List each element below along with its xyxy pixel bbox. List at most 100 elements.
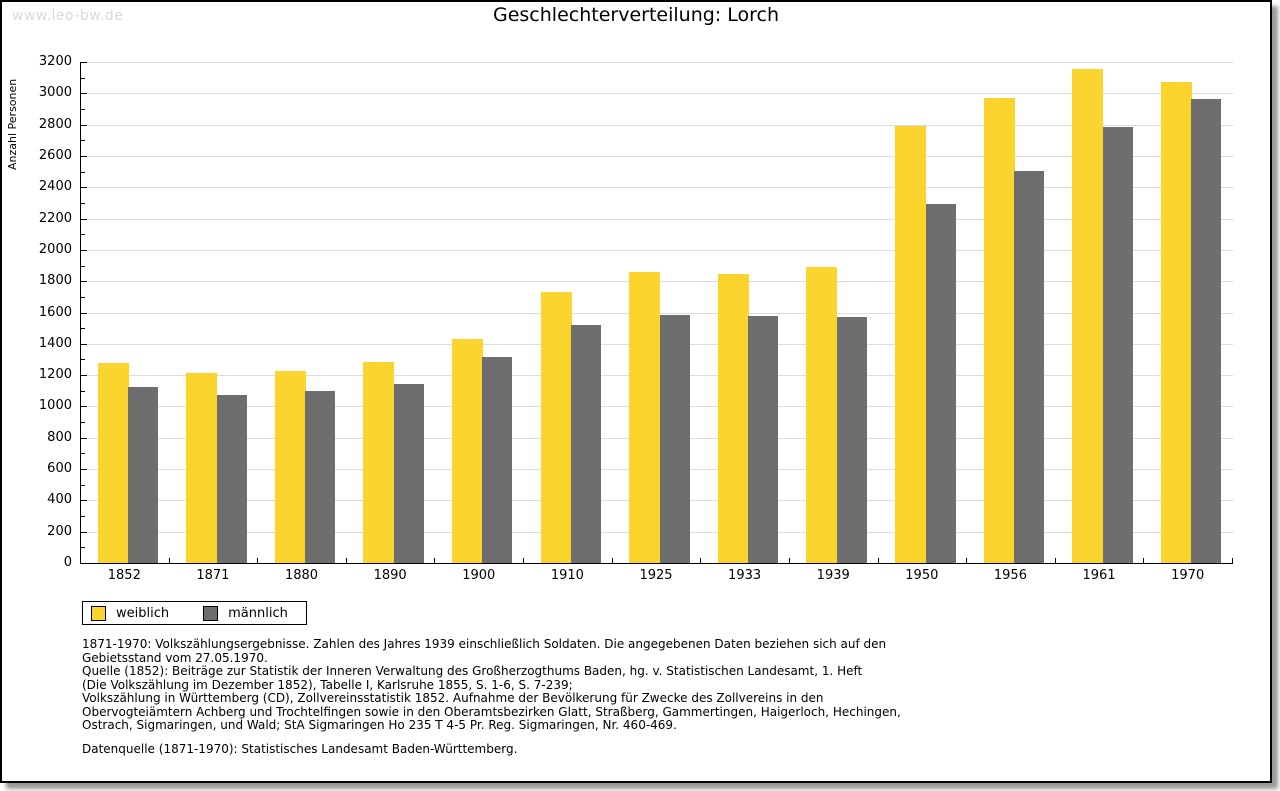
x-tick-label: 1950 bbox=[905, 568, 939, 583]
legend-swatch-maennlich bbox=[203, 605, 219, 621]
bar-männlich-1900 bbox=[482, 357, 512, 563]
y-tick bbox=[81, 469, 87, 470]
y-tick-label: 200 bbox=[47, 524, 72, 539]
bar-männlich-1970 bbox=[1191, 99, 1221, 563]
bar-weiblich-1880 bbox=[275, 371, 306, 563]
bar-weiblich-1925 bbox=[629, 272, 660, 563]
legend-label-maennlich: männlich bbox=[228, 605, 288, 621]
y-minor-tick bbox=[81, 266, 85, 267]
gridline bbox=[81, 219, 1233, 220]
y-tick bbox=[81, 93, 87, 94]
gridline bbox=[81, 156, 1233, 157]
x-tick-label: 1890 bbox=[373, 568, 407, 583]
x-tick bbox=[700, 558, 701, 563]
y-tick-label: 1200 bbox=[38, 367, 72, 382]
y-minor-tick bbox=[81, 140, 85, 141]
y-tick bbox=[81, 250, 87, 251]
footnote-line: Volkszählung in Württemberg (CD), Zollve… bbox=[82, 691, 824, 705]
y-tick-label: 0 bbox=[63, 555, 72, 570]
bar-weiblich-1933 bbox=[718, 274, 749, 563]
y-minor-tick bbox=[81, 328, 85, 329]
legend-label-weiblich: weiblich bbox=[116, 605, 170, 621]
x-tick bbox=[1232, 558, 1233, 563]
bar-weiblich-1871 bbox=[186, 373, 217, 563]
x-tick-label: 1910 bbox=[550, 568, 584, 583]
bar-weiblich-1950 bbox=[895, 126, 926, 563]
x-tick bbox=[523, 558, 524, 563]
bar-männlich-1939 bbox=[837, 317, 867, 563]
footnote-line: Obervogteiämtern Achberg und Trochtelfin… bbox=[82, 704, 901, 719]
y-tick bbox=[81, 532, 87, 533]
bar-weiblich-1910 bbox=[541, 292, 572, 563]
footnote-line: Gebietsstand vom 27.05.1970. bbox=[82, 650, 268, 665]
y-minor-tick bbox=[81, 422, 85, 423]
y-tick bbox=[81, 125, 87, 126]
x-tick bbox=[966, 558, 967, 563]
bar-männlich-1852 bbox=[128, 387, 158, 563]
bar-weiblich-1890 bbox=[363, 362, 394, 563]
gridline bbox=[81, 62, 1233, 63]
y-tick-label: 1600 bbox=[38, 305, 72, 320]
y-tick bbox=[81, 406, 87, 407]
gridline bbox=[81, 93, 1233, 94]
y-minor-tick bbox=[81, 203, 85, 204]
gridline bbox=[81, 125, 1233, 126]
bar-chart: Anzahl Personen 0 200 400 600 800 1000 1200 140… bbox=[2, 2, 1270, 597]
x-tick bbox=[169, 558, 170, 563]
footnote-line: 1871-1970: Volkszählungsergebnisse. Zahl… bbox=[82, 637, 887, 651]
x-tick bbox=[346, 558, 347, 563]
x-tick-label: 1933 bbox=[728, 568, 762, 583]
bar-männlich-1890 bbox=[394, 384, 424, 563]
footnote-line: Ostrach, Sigmaringen, und Wald; StA Sigm… bbox=[82, 718, 677, 732]
y-tick-label: 2800 bbox=[38, 117, 72, 132]
footnotes: 1871-1970: Volkszählungsergebnisse. Zahl… bbox=[82, 637, 901, 733]
legend-swatch-weiblich bbox=[91, 605, 106, 621]
y-minor-tick bbox=[81, 516, 85, 517]
bar-weiblich-1939 bbox=[806, 267, 837, 563]
footnote-line: Quelle (1852): Beiträge zur Statistik de… bbox=[82, 664, 863, 678]
bar-weiblich-1852 bbox=[98, 363, 129, 563]
y-minor-tick bbox=[81, 172, 85, 173]
y-minor-tick bbox=[81, 391, 85, 392]
bar-männlich-1910 bbox=[571, 325, 601, 563]
bar-männlich-1871 bbox=[217, 395, 247, 563]
y-minor-tick bbox=[81, 453, 85, 454]
y-tick bbox=[81, 156, 87, 157]
x-tick-label: 1852 bbox=[107, 568, 141, 583]
y-tick-label: 3000 bbox=[38, 85, 72, 100]
x-tick bbox=[878, 558, 879, 563]
bar-männlich-1950 bbox=[926, 204, 956, 563]
gridline bbox=[81, 250, 1233, 251]
x-tick bbox=[612, 558, 613, 563]
y-tick bbox=[81, 375, 87, 376]
x-tick-label: 1900 bbox=[462, 568, 496, 583]
plot-area bbox=[80, 62, 1233, 564]
y-minor-tick bbox=[81, 547, 85, 548]
y-minor-tick bbox=[81, 359, 85, 360]
y-minor-tick bbox=[81, 234, 85, 235]
y-tick-label: 2200 bbox=[38, 211, 72, 226]
y-tick-label: 2000 bbox=[38, 242, 72, 257]
y-minor-tick bbox=[81, 78, 85, 79]
datasource-line: Datenquelle (1871-1970): Statistisches L… bbox=[82, 742, 518, 756]
y-tick-label: 1000 bbox=[38, 398, 72, 413]
y-tick-label: 1400 bbox=[38, 336, 72, 351]
x-tick bbox=[257, 558, 258, 563]
y-tick bbox=[81, 500, 87, 501]
x-tick-label: 1961 bbox=[1082, 568, 1116, 583]
x-tick-label: 1871 bbox=[196, 568, 230, 583]
y-tick-label: 2600 bbox=[38, 148, 72, 163]
x-tick-label: 1880 bbox=[284, 568, 319, 583]
bar-männlich-1961 bbox=[1103, 127, 1133, 563]
bar-männlich-1925 bbox=[660, 315, 690, 563]
y-tick-label: 800 bbox=[47, 430, 72, 445]
x-tick-label: 1925 bbox=[639, 568, 673, 583]
y-tick bbox=[81, 281, 87, 282]
x-tick bbox=[434, 558, 435, 563]
x-tick-label: 1970 bbox=[1171, 568, 1205, 583]
legend: weiblich männlich bbox=[82, 601, 307, 625]
y-tick bbox=[81, 219, 87, 220]
y-minor-tick bbox=[81, 297, 85, 298]
y-minor-tick bbox=[81, 109, 85, 110]
